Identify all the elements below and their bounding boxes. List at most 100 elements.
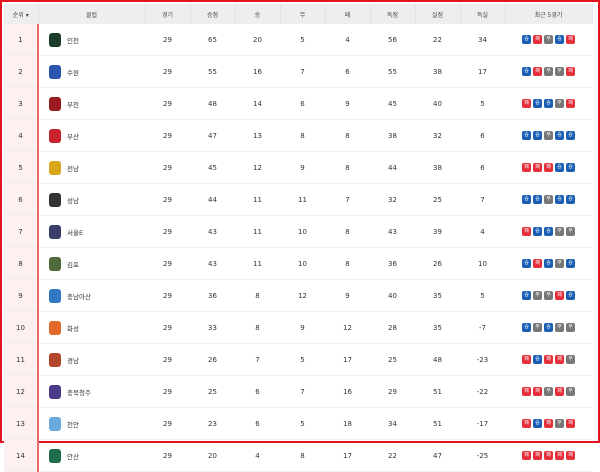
- table-row: 1 인천 29 65 20 5 4 56 22 34 승 패 무 승 패: [4, 24, 592, 56]
- stat-gp: 29: [145, 87, 190, 120]
- stat-w: 11: [235, 183, 280, 216]
- form-badge: 승: [566, 163, 575, 172]
- header-rank[interactable]: 순위 ▾: [4, 4, 39, 24]
- stat-pts: 23: [190, 407, 235, 440]
- club-cell[interactable]: 수원: [38, 55, 145, 88]
- club-cell[interactable]: 성남: [38, 183, 145, 216]
- stat-d: 12: [280, 279, 325, 312]
- rank-cell: 1: [4, 24, 39, 56]
- club-cell[interactable]: 전남: [38, 151, 145, 184]
- form-badge: 패: [522, 163, 531, 172]
- rank-cell: 8: [4, 247, 39, 280]
- club-cell[interactable]: 서울E: [38, 215, 145, 248]
- form-badge: 승: [533, 355, 542, 364]
- stat-l: 4: [325, 24, 370, 56]
- stat-gf: 56: [370, 24, 415, 56]
- club-logo-icon: [49, 288, 61, 303]
- club-cell[interactable]: 인천: [38, 24, 145, 56]
- rank-cell: 9: [4, 279, 39, 312]
- form-badge: 승: [544, 323, 553, 332]
- stat-gd: 34: [460, 24, 505, 56]
- stat-l: 18: [325, 407, 370, 440]
- stat-l: 12: [325, 311, 370, 344]
- stat-pts: 25: [190, 375, 235, 408]
- form-badge: 무: [544, 387, 553, 396]
- form-badge: 승: [533, 419, 542, 428]
- table-row: 13 천안 29 23 6 5 18 34 51 -17 패 승 패 무 패: [4, 407, 592, 440]
- club-logo-icon: [49, 416, 61, 431]
- stat-w: 6: [235, 375, 280, 408]
- stat-gf: 22: [370, 439, 415, 472]
- stat-d: 7: [280, 55, 325, 88]
- form-badge: 승: [566, 195, 575, 204]
- standings-table: 순위 ▾ 클럽 경기 승점 승 무 패 득점 실점 득실 최근 5경기 1 인천 29 65 20 5 4 56 2…: [4, 4, 593, 472]
- stat-ga: 38: [415, 151, 460, 184]
- stat-gp: 29: [145, 343, 190, 376]
- stat-gd: 4: [460, 215, 505, 248]
- club-name: 수원: [67, 68, 79, 77]
- club-cell[interactable]: 부산: [38, 119, 145, 152]
- stat-d: 6: [280, 87, 325, 120]
- stat-gp: 29: [145, 119, 190, 152]
- rank-cell: 12: [4, 375, 39, 408]
- stat-d: 10: [280, 215, 325, 248]
- stat-ga: 25: [415, 183, 460, 216]
- form-badge: 패: [566, 99, 575, 108]
- stat-w: 8: [235, 311, 280, 344]
- stat-gp: 29: [145, 375, 190, 408]
- form-badge: 패: [544, 355, 553, 364]
- club-name: 경남: [67, 356, 79, 365]
- table-row: 4 부산 29 47 13 8 8 38 32 6 승 승 무 승 승: [4, 119, 592, 152]
- stat-gf: 40: [370, 279, 415, 312]
- stat-pts: 45: [190, 151, 235, 184]
- table-row: 12 충북청주 29 25 6 7 16 29 51 -22 패 패 무 패 무: [4, 375, 592, 408]
- club-cell[interactable]: 충북청주: [38, 375, 145, 408]
- stat-w: 16: [235, 55, 280, 88]
- stat-gd: 7: [460, 183, 505, 216]
- form-badge: 패: [566, 451, 575, 460]
- form-badge: 패: [555, 451, 564, 460]
- table-row: 3 부천 29 48 14 6 9 45 40 5 패 승 승 무 패: [4, 87, 592, 120]
- club-cell[interactable]: 충남아산: [38, 279, 145, 312]
- form-badge: 승: [522, 195, 531, 204]
- club-name: 전남: [67, 164, 79, 173]
- form-badge: 무: [555, 227, 564, 236]
- rank-cell: 7: [4, 215, 39, 248]
- stat-ga: 39: [415, 215, 460, 248]
- form-badge: 승: [533, 99, 542, 108]
- stat-gf: 25: [370, 343, 415, 376]
- stat-d: 5: [280, 24, 325, 56]
- club-cell[interactable]: 화성: [38, 311, 145, 344]
- stat-gp: 29: [145, 279, 190, 312]
- stat-l: 8: [325, 119, 370, 152]
- club-cell[interactable]: 안산: [38, 439, 145, 472]
- header-points: 승점: [190, 4, 236, 24]
- form-badge: 패: [533, 35, 542, 44]
- stat-pts: 26: [190, 343, 235, 376]
- stat-pts: 44: [190, 183, 235, 216]
- stat-d: 8: [280, 119, 325, 152]
- stat-ga: 40: [415, 87, 460, 120]
- club-logo-icon: [49, 192, 61, 207]
- club-cell[interactable]: 천안: [38, 407, 145, 440]
- rank-cell: 10: [4, 311, 39, 344]
- club-cell[interactable]: 부천: [38, 87, 145, 120]
- stat-d: 8: [280, 439, 325, 472]
- club-name: 안산: [67, 452, 79, 461]
- stat-l: 8: [325, 215, 370, 248]
- club-name: 천안: [67, 420, 79, 429]
- form-badge: 패: [533, 163, 542, 172]
- stat-gp: 29: [145, 311, 190, 344]
- stat-l: 7: [325, 183, 370, 216]
- table-row: 7 서울E 29 43 11 10 8 43 39 4 패 승 승 무 무: [4, 215, 592, 248]
- stat-d: 7: [280, 375, 325, 408]
- stat-ga: 35: [415, 279, 460, 312]
- club-logo-icon: [49, 96, 61, 111]
- club-cell[interactable]: 김포: [38, 247, 145, 280]
- club-cell[interactable]: 경남: [38, 343, 145, 376]
- stat-gd: 10: [460, 247, 505, 280]
- club-logo-icon: [49, 160, 61, 175]
